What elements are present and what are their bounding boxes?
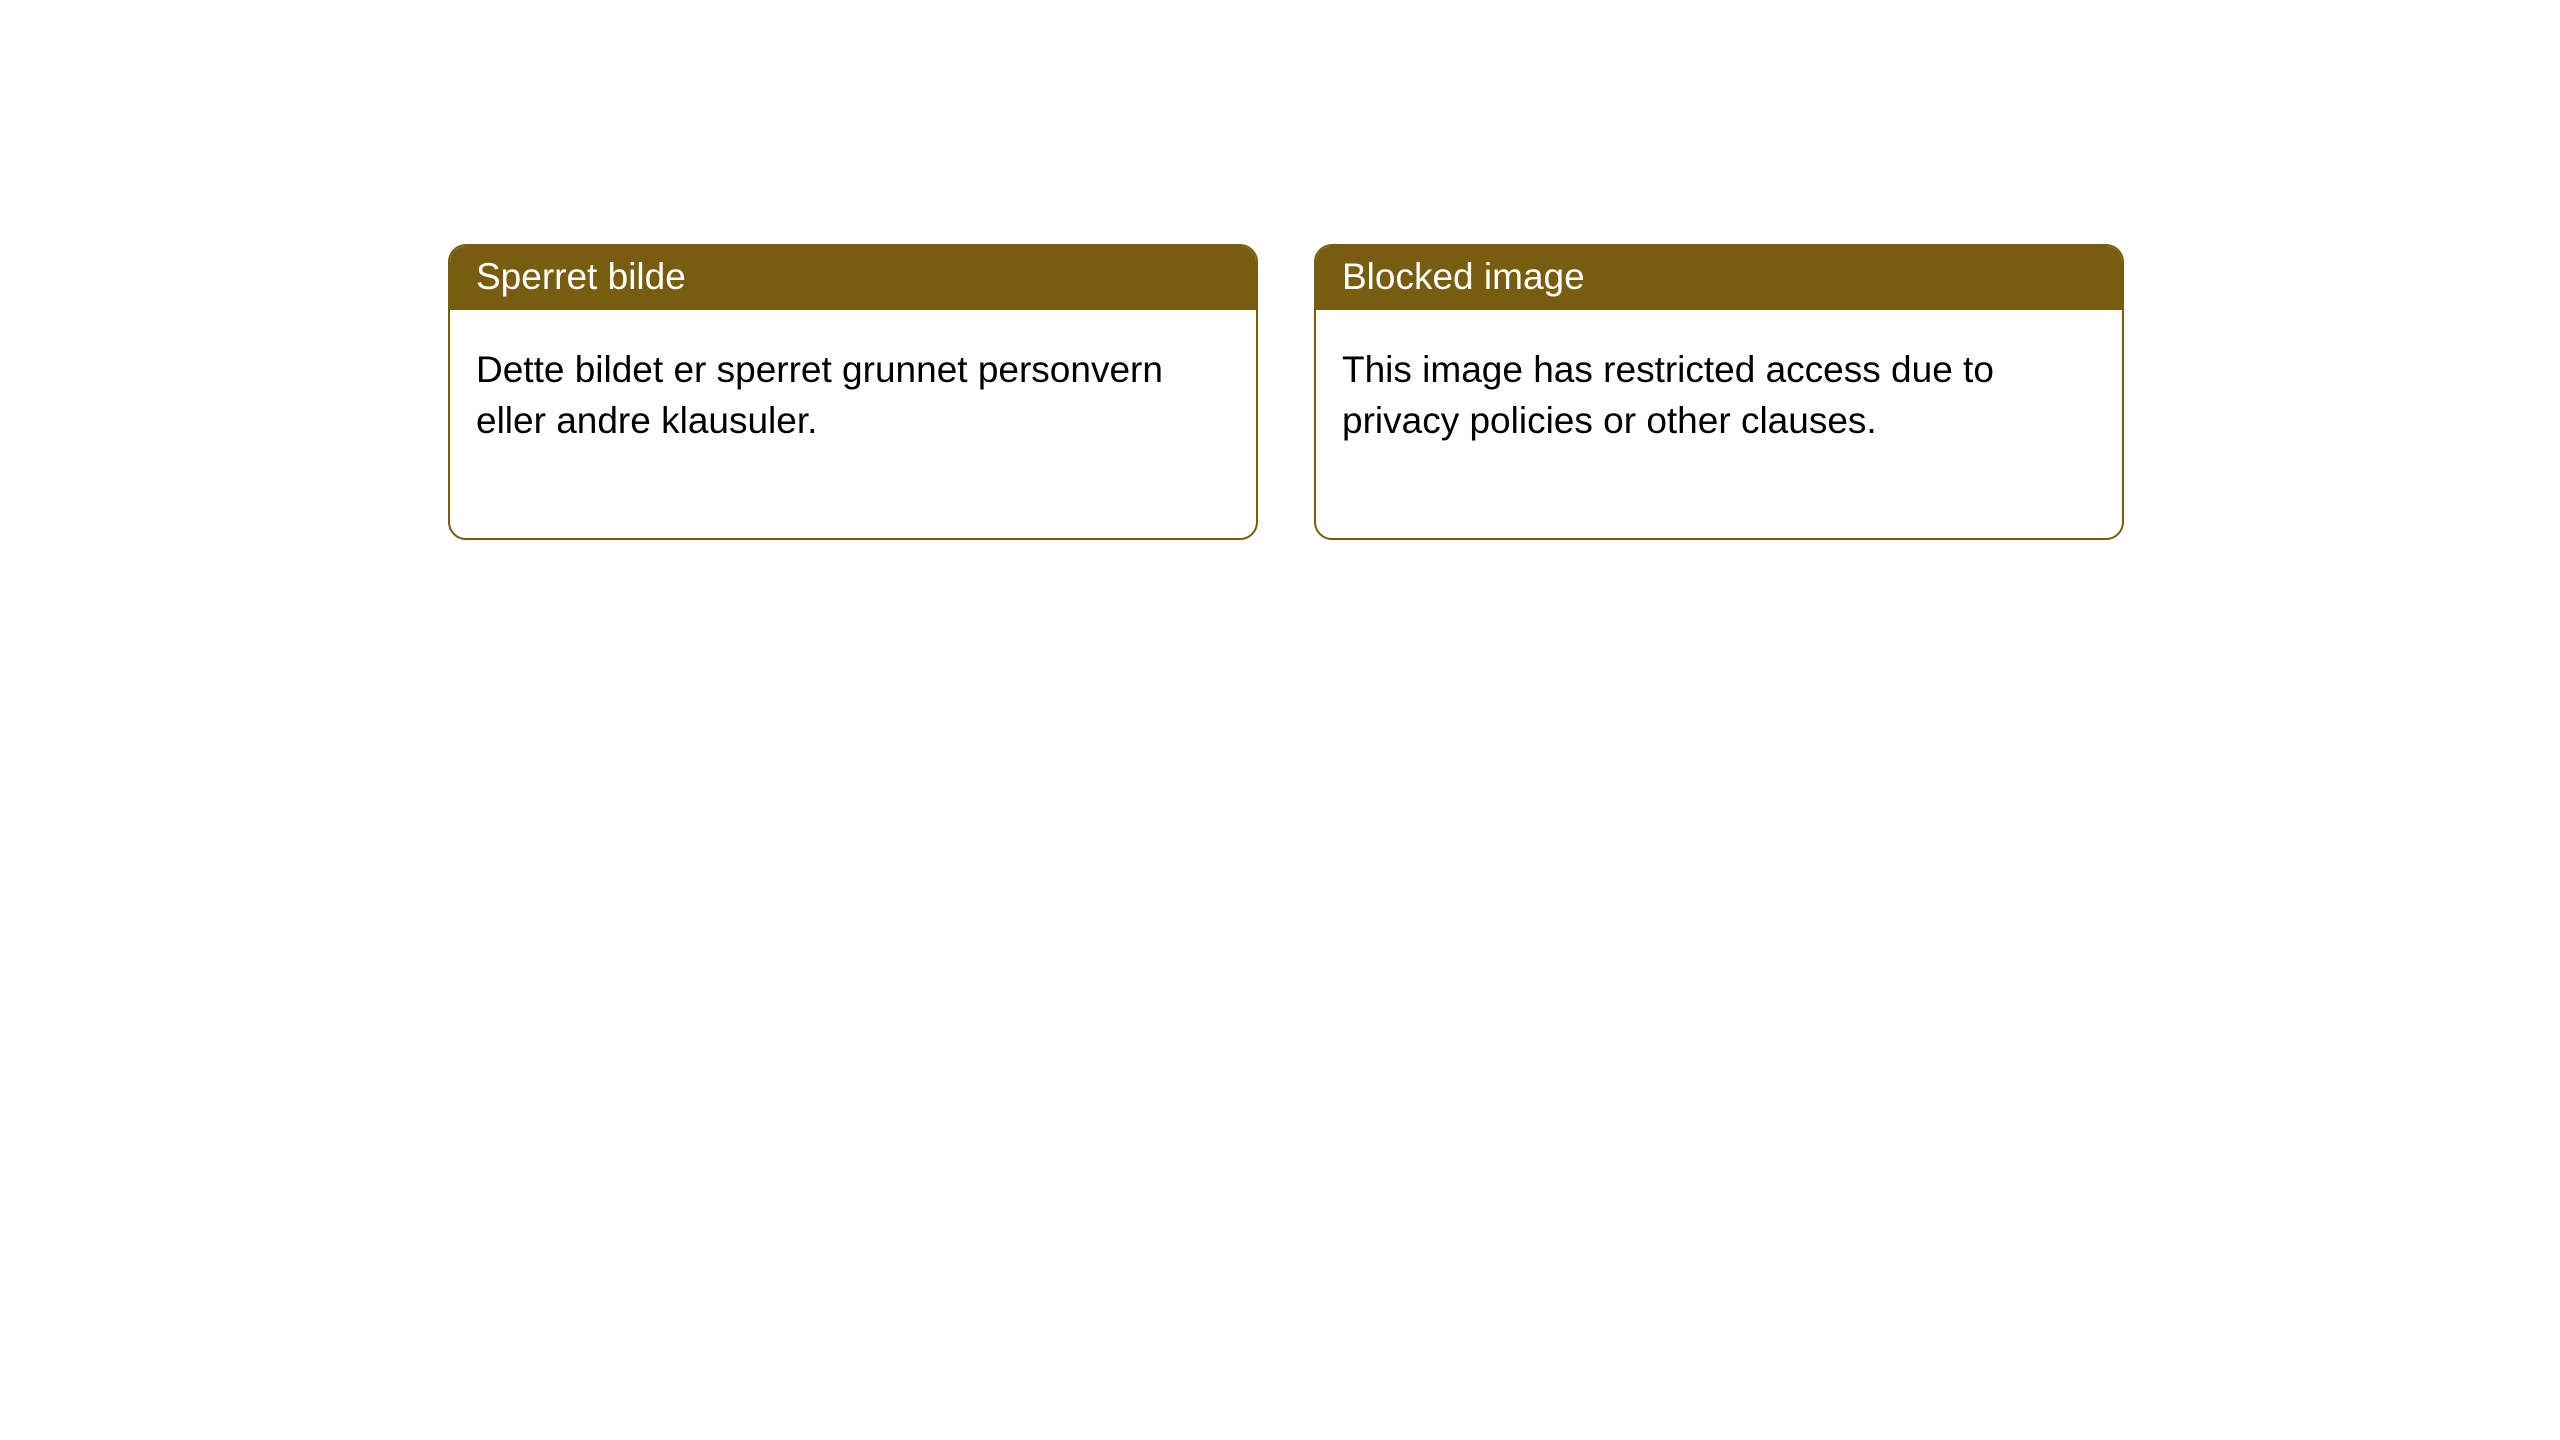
notice-card-no: Sperret bilde Dette bildet er sperret gr… [448, 244, 1258, 540]
notice-body-no: Dette bildet er sperret grunnet personve… [450, 310, 1256, 538]
notice-container: Sperret bilde Dette bildet er sperret gr… [0, 0, 2560, 540]
notice-body-en: This image has restricted access due to … [1316, 310, 2122, 538]
notice-card-en: Blocked image This image has restricted … [1314, 244, 2124, 540]
notice-header-en: Blocked image [1316, 246, 2122, 310]
notice-header-no: Sperret bilde [450, 246, 1256, 310]
